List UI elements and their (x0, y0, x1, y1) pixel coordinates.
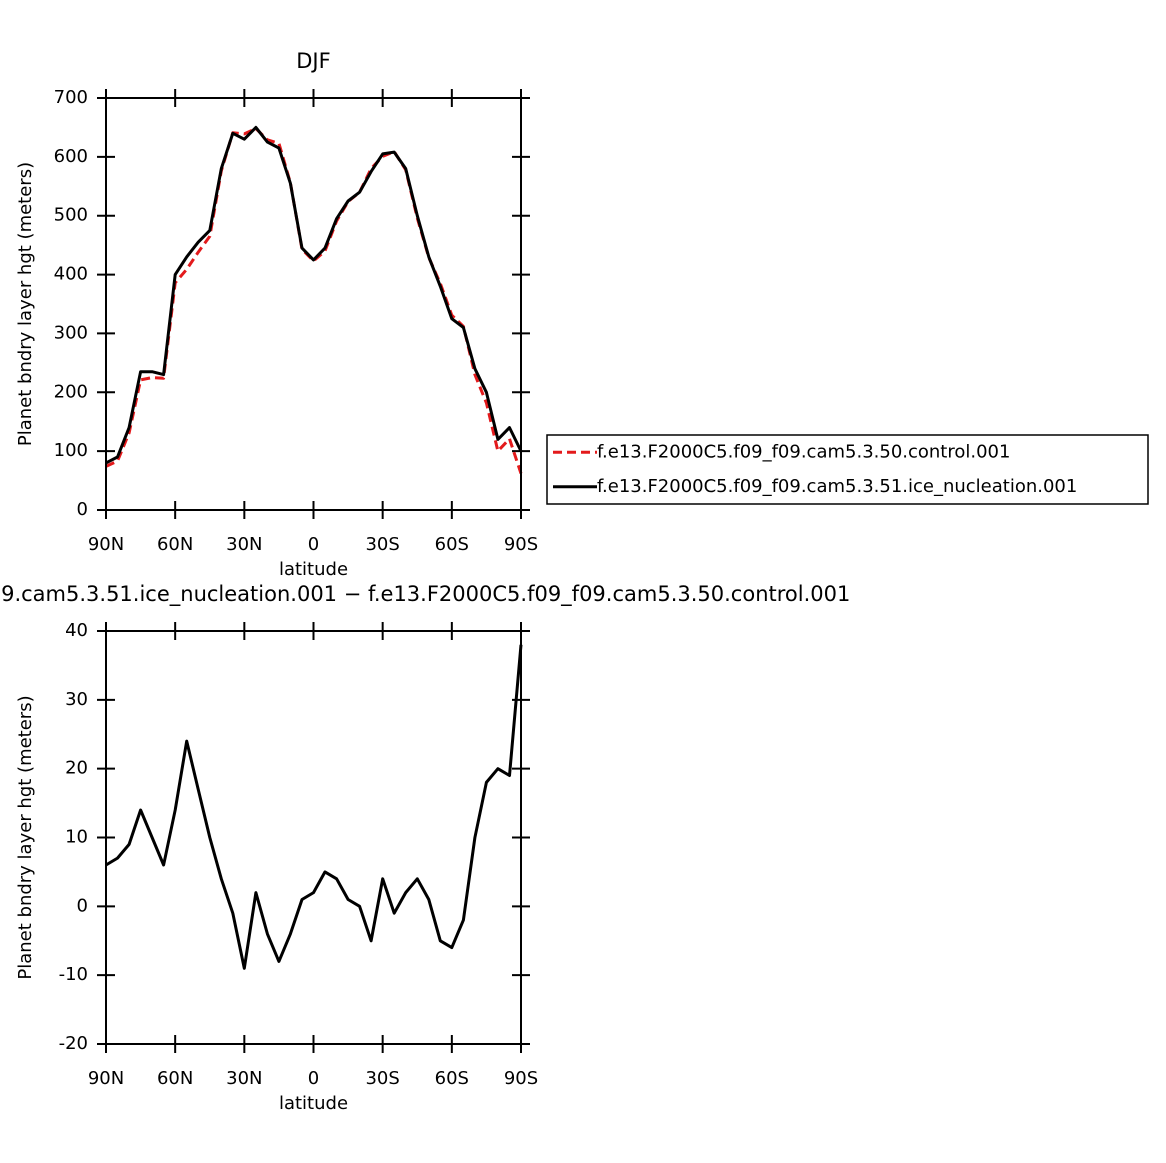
y-tick-label: 10 (65, 827, 88, 848)
plot-frame (105, 97, 522, 511)
y-tick-label: -20 (59, 1033, 88, 1054)
x-tick-label: 0 (308, 534, 319, 555)
y-tick-label: -10 (59, 964, 88, 985)
x-tick-label: 0 (308, 1068, 319, 1089)
chart-title: f.e13.F2000C5.f09_f09.cam5.3.51.ice_nucl… (0, 582, 850, 607)
x-tick-label: 30S (365, 534, 399, 555)
y-tick-label: 0 (77, 499, 88, 520)
x-tick-label: 30S (365, 1068, 399, 1089)
x-tick-label: 30N (226, 1068, 262, 1089)
x-tick-label: 60S (435, 1068, 469, 1089)
legend-label: f.e13.F2000C5.f09_f09.cam5.3.51.ice_nucl… (597, 476, 1077, 497)
y-tick-label: 30 (65, 689, 88, 710)
y-tick-label: 400 (54, 264, 88, 285)
x-axis-label: latitude (279, 1093, 348, 1114)
legend-box (546, 434, 1149, 505)
y-tick-label: 300 (54, 322, 88, 343)
y-tick-label: 100 (54, 440, 88, 461)
x-axis-label: latitude (279, 559, 348, 580)
x-tick-label: 90S (504, 534, 538, 555)
legend-label: f.e13.F2000C5.f09_f09.cam5.3.50.control.… (597, 441, 1010, 462)
series-line (105, 125, 523, 465)
y-tick-label: 0 (77, 895, 88, 916)
x-tick-label: 30N (226, 534, 262, 555)
chart-title: DJF (296, 49, 330, 73)
y-tick-label: 20 (65, 758, 88, 779)
x-tick-label: 90N (88, 1068, 124, 1089)
x-tick-label: 90N (88, 534, 124, 555)
y-axis-label: Planet bndry layer hgt (meters) (15, 162, 36, 446)
y-tick-label: 40 (65, 620, 88, 641)
x-tick-label: 60N (157, 534, 193, 555)
y-tick-label: 700 (54, 87, 88, 108)
y-tick-label: 600 (54, 146, 88, 167)
y-tick-label: 500 (54, 205, 88, 226)
x-tick-label: 90S (504, 1068, 538, 1089)
x-tick-label: 60N (157, 1068, 193, 1089)
y-tick-label: 200 (54, 381, 88, 402)
series-line (105, 127, 523, 474)
y-axis-label: Planet bndry layer hgt (meters) (15, 695, 36, 979)
x-tick-label: 60S (435, 534, 469, 555)
series-line (105, 644, 523, 970)
plot-frame (105, 630, 522, 1045)
